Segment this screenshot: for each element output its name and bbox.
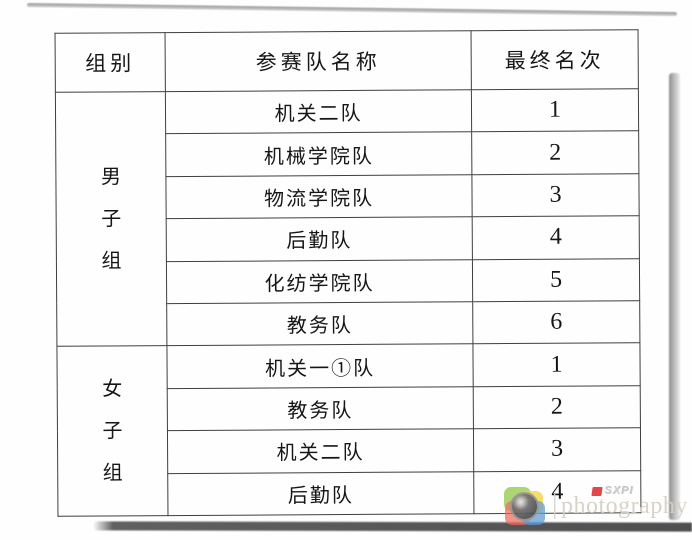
- team-name-cell: 机械学院队: [165, 132, 472, 177]
- header-row: 组别 参赛队名称 最终名次: [55, 29, 639, 93]
- watermark-logo: SXPI: [591, 485, 635, 497]
- team-name-cell: 机关二队: [167, 428, 474, 474]
- header-group: 组别: [55, 32, 166, 93]
- team-name-cell: 机关一①队: [166, 344, 474, 389]
- watermark: | photography SXPI: [502, 484, 692, 534]
- results-table-wrap: 组别 参赛队名称 最终名次 男子组机关二队 1 机械学院队 2 物流学院队 3 后勤队 4 化纺…: [55, 29, 642, 517]
- rank-cell: 1: [472, 343, 641, 387]
- group-char: 子: [102, 420, 123, 443]
- group-char: 男: [100, 166, 121, 189]
- group-char: 子: [101, 208, 122, 231]
- rank-cell: 6: [472, 300, 640, 345]
- team-name-cell: 化纺学院队: [166, 259, 473, 304]
- table-row: 女子组机关一①队 1: [56, 343, 641, 517]
- team-name-cell: 机关二队: [165, 89, 472, 135]
- rank-cell: 2: [471, 131, 639, 175]
- header-team-name: 参赛队名称: [165, 30, 472, 92]
- table-row: 男子组机关二队 1: [55, 88, 639, 347]
- rank-cell: 4: [472, 215, 640, 260]
- group-cell: 男子组: [55, 91, 167, 347]
- camera-lens-icon: [510, 492, 539, 521]
- group-char: 组: [101, 250, 122, 273]
- sxpi-logo-icon: [591, 486, 603, 496]
- group-char: 组: [102, 462, 123, 485]
- rank-cell: 3: [473, 427, 641, 472]
- watermark-separator: |: [552, 489, 558, 519]
- watermark-brand-text: photography: [561, 493, 688, 519]
- team-name-cell: 物流学院队: [165, 174, 473, 219]
- team-name-cell: 教务队: [167, 386, 474, 431]
- sxpi-logo-text: SXPI: [605, 485, 635, 497]
- group-cell: 女子组: [56, 345, 168, 517]
- group-char: 女: [102, 378, 123, 401]
- rank-cell: 3: [471, 173, 640, 217]
- page-top-edge-shadow: [26, 3, 677, 16]
- team-name-cell: 教务队: [166, 301, 473, 346]
- team-name-cell: 后勤队: [167, 471, 474, 516]
- header-final-rank: 最终名次: [471, 29, 639, 90]
- page-right-edge-shadow: [669, 73, 680, 520]
- camera-icon: [504, 487, 545, 527]
- rank-cell: 1: [471, 88, 639, 133]
- rank-cell: 5: [472, 258, 640, 302]
- results-table: 组别 参赛队名称 最终名次 男子组机关二队 1 机械学院队 2 物流学院队 3 后勤队 4 化纺…: [55, 29, 642, 517]
- rank-cell: 2: [473, 385, 641, 429]
- team-name-cell: 后勤队: [166, 216, 473, 262]
